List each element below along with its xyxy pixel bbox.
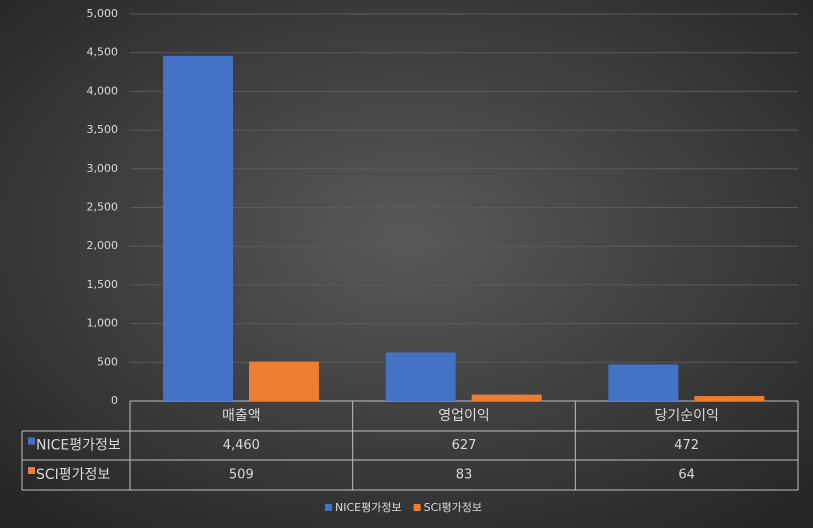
y-tick-label: 3,500	[87, 123, 119, 136]
table-value: 509	[229, 468, 254, 483]
y-tick-label: 4,500	[87, 46, 119, 59]
table-legend-key	[28, 437, 35, 445]
table-value: 472	[674, 438, 699, 453]
bar	[163, 55, 233, 402]
legend-key	[325, 504, 332, 511]
category-label: 당기순이익	[654, 408, 718, 424]
table-value: 64	[678, 468, 695, 483]
y-tick-label: 3,000	[87, 162, 119, 175]
y-tick-label: 2,000	[87, 239, 119, 252]
y-tick-label: 2,500	[87, 201, 119, 214]
bar	[249, 361, 319, 401]
y-tick-label: 5,000	[87, 7, 119, 20]
bar	[471, 394, 542, 401]
table-series-name: NICE평가정보	[36, 438, 121, 454]
table-value: 4,460	[223, 438, 260, 453]
category-label: 영업이익	[438, 408, 490, 424]
y-tick-label: 4,000	[87, 84, 119, 97]
table-series-name: SCI평가정보	[36, 467, 110, 483]
y-tick-label: 0	[111, 394, 118, 407]
legend-label: SCI평가정보	[424, 501, 482, 514]
legend-label: NICE평가정보	[335, 501, 402, 514]
table-legend-key	[28, 467, 35, 474]
bar	[608, 364, 679, 401]
table-value: 627	[452, 438, 477, 453]
y-tick-label: 1,500	[87, 278, 119, 291]
y-tick-label: 1,000	[87, 317, 119, 330]
table-value: 83	[456, 468, 473, 483]
category-label: 매출액	[222, 408, 261, 424]
y-tick-label: 500	[97, 355, 118, 368]
bar	[385, 352, 456, 401]
bar	[694, 396, 765, 401]
legend-key	[413, 504, 421, 511]
